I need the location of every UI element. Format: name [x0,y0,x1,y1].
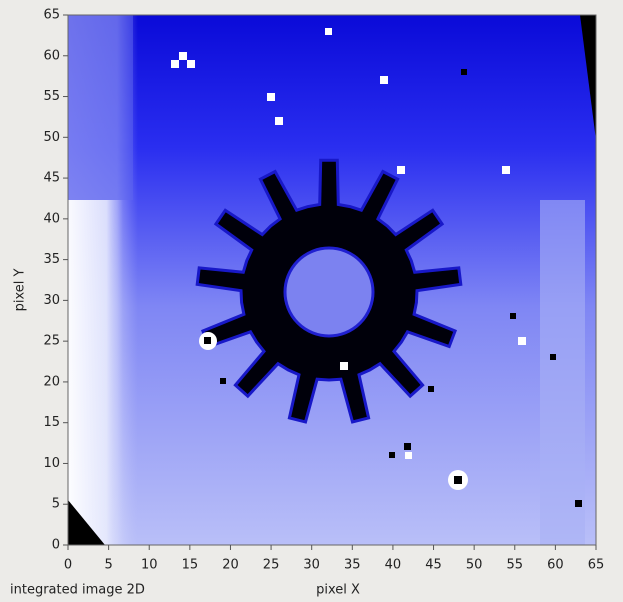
x-tick-label: 60 [547,558,564,573]
x-tick-label: 65 [588,558,605,573]
y-tick-label: 45 [43,171,60,186]
y-tick-label: 0 [52,538,60,553]
y-tick-label: 35 [43,252,60,267]
x-tick-label: 30 [303,558,320,573]
y-tick-label: 60 [43,48,60,63]
y-tick-label: 10 [43,456,60,471]
x-tick-label: 45 [425,558,442,573]
y-tick-label: 30 [43,293,60,308]
y-axis-label: pixel Y [13,269,28,312]
x-tick-label: 35 [344,558,361,573]
y-tick-label: 55 [43,89,60,104]
x-tick-label: 0 [64,558,72,573]
y-tick-label: 20 [43,374,60,389]
y-tick-label: 65 [43,8,60,23]
x-axis-label: pixel X [316,583,360,598]
y-tick-label: 15 [43,415,60,430]
heatmap-image [68,15,596,545]
plot-frame [67,14,597,546]
y-tick-label: 40 [43,211,60,226]
x-tick-label: 20 [222,558,239,573]
x-tick-label: 5 [104,558,112,573]
y-tick-label: 25 [43,334,60,349]
x-tick-label: 55 [506,558,523,573]
y-tick-label: 5 [52,497,60,512]
x-tick-label: 10 [141,558,158,573]
y-tick-label: 50 [43,130,60,145]
x-tick-label: 25 [263,558,280,573]
x-tick-label: 15 [182,558,199,573]
caption: integrated image 2D [10,583,145,598]
x-tick-label: 50 [466,558,483,573]
x-tick-label: 40 [385,558,402,573]
